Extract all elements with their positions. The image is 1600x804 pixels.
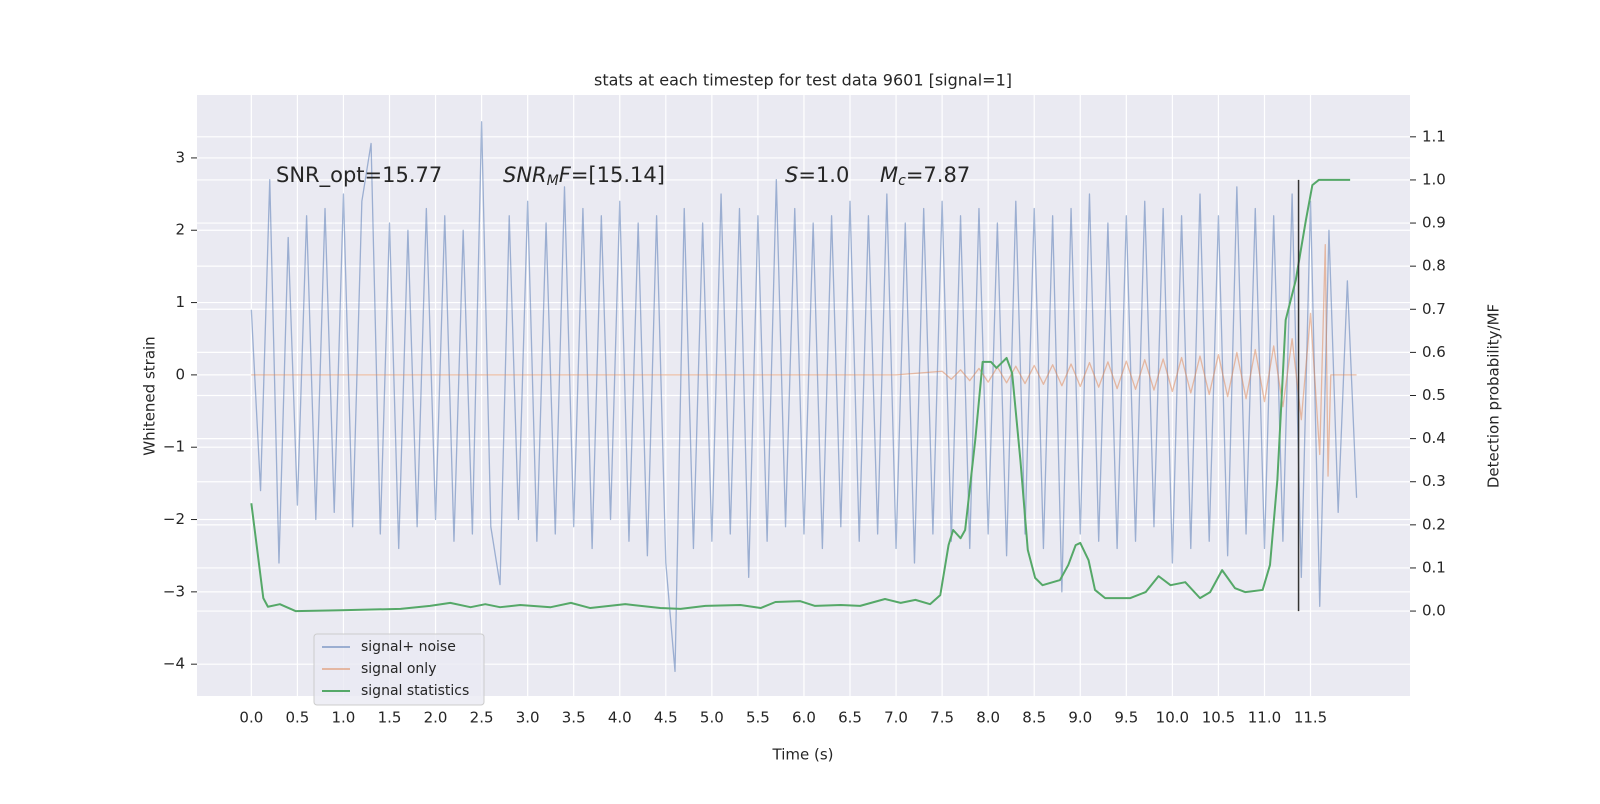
x-tick-label: 8.0 [976, 709, 1000, 727]
annotation-text: =7.87 [906, 163, 970, 187]
x-tick-label: 9.0 [1068, 709, 1092, 727]
annotation-text: =[15.14] [571, 163, 665, 187]
y2-tick-label: 0.0 [1422, 602, 1446, 620]
x-tick-label: 1.0 [332, 709, 356, 727]
x-tick-label: 10.5 [1202, 709, 1235, 727]
x-axis-label: Time (s) [772, 746, 834, 764]
x-tick-label: 7.5 [930, 709, 954, 727]
y2-tick-label: 0.8 [1422, 257, 1446, 275]
annotation: S=1.0 [785, 163, 849, 187]
x-tick-label: 11.5 [1294, 709, 1327, 727]
annotation-sub: M [547, 173, 559, 189]
y2-tick-label: 0.9 [1422, 214, 1446, 232]
x-tick-label: 9.5 [1114, 709, 1138, 727]
x-tick-label: 4.5 [654, 709, 678, 727]
y-tick-label: −2 [163, 510, 185, 528]
legend-label: signal+ noise [361, 639, 456, 655]
legend-label: signal only [361, 661, 436, 677]
annotation: SNR_opt=15.77 [276, 163, 442, 188]
x-tick-label: 8.5 [1022, 709, 1046, 727]
series-line [250, 178, 1351, 613]
x-tick-label: 7.0 [884, 709, 908, 727]
series-line [251, 244, 1357, 477]
y-tick-label: −1 [163, 438, 185, 456]
x-tick-label: 2.0 [424, 709, 448, 727]
x-tick-label: 0.5 [285, 709, 309, 727]
annotation-math: F [559, 163, 572, 187]
y2-tick-label: 0.6 [1422, 343, 1446, 361]
y-tick-label: 3 [175, 148, 185, 166]
legend: signal+ noise signal only signal statistic… [313, 633, 485, 706]
x-tick-label: 6.0 [792, 709, 816, 727]
marks [250, 121, 1358, 673]
x-tick-label: 11.0 [1248, 709, 1281, 727]
chart-title: stats at each timestep for test data 960… [594, 71, 1012, 90]
x-tick-label: 10.0 [1156, 709, 1189, 727]
annotation-math: M [880, 163, 898, 187]
x-tick-label: 3.5 [562, 709, 586, 727]
y2-tick-label: 0.5 [1422, 386, 1446, 404]
annotation-text: SNR_opt=15.77 [276, 163, 442, 188]
x-tick-label: 1.5 [378, 709, 402, 727]
y-axis-label: Whitened strain [141, 336, 159, 455]
annotation: Mc=7.87 [880, 163, 970, 189]
annotation-text: =1.0 [798, 163, 849, 187]
x-tick-label: 5.0 [700, 709, 724, 727]
x-tick-label: 6.5 [838, 709, 862, 727]
annotation-math: SNR [503, 163, 547, 187]
y2-tick-label: 0.2 [1422, 515, 1446, 533]
y-tick-label: −4 [163, 655, 185, 673]
y-tick-label: −3 [163, 582, 185, 600]
legend-label: signal statistics [361, 683, 469, 699]
y-tick-label: 0 [175, 365, 185, 383]
y-tick-label: 2 [175, 221, 185, 239]
x-tick-label: 5.5 [746, 709, 770, 727]
x-tick-label: 3.0 [516, 709, 540, 727]
y2-tick-label: 1.0 [1422, 170, 1446, 188]
legend-box [313, 633, 485, 706]
y2-axis-label: Detection probability/MF [1485, 304, 1503, 488]
y2-tick-label: 0.7 [1422, 300, 1446, 318]
y2-tick-label: 1.1 [1422, 127, 1446, 145]
x-tick-label: 4.0 [608, 709, 632, 727]
annotation: SNRMF=[15.14] [503, 163, 665, 189]
y2-tick-label: 0.4 [1422, 429, 1446, 447]
annotation-math: S [785, 163, 798, 187]
series-line [250, 121, 1358, 673]
y-tick-label: 1 [175, 293, 185, 311]
y2-tick-label: 0.3 [1422, 472, 1446, 490]
x-tick-label: 0.0 [239, 709, 263, 727]
y2-tick-label: 0.1 [1422, 558, 1446, 576]
x-tick-label: 2.5 [470, 709, 494, 727]
annotation-sub: c [898, 173, 906, 189]
